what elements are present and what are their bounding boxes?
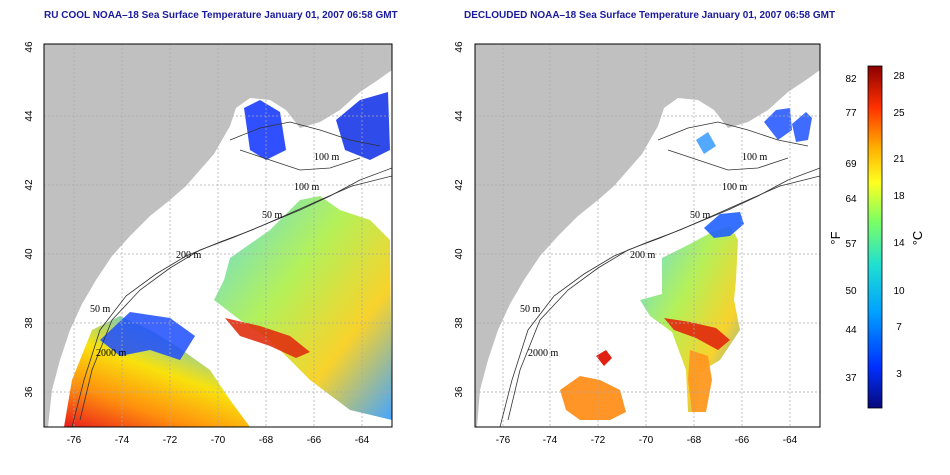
right-contour-label: 50 m [690,210,711,221]
celsius-tick: 7 [896,322,902,333]
right-contour-label: 100 m [722,182,748,193]
left-contour-label: 100 m [314,152,340,163]
right-contour-label: 200 m [630,250,656,261]
right-map-sss-red-front [664,318,730,350]
left-map-contour-labels: 100 m 100 m 50 m 200 m 50 m 2000 m [90,152,340,359]
left-map-y-axis: 36 38 40 42 44 46 [24,41,35,398]
left-map [44,44,392,427]
celsius-tick: 10 [893,286,905,297]
left-x-tick: -72 [163,435,178,446]
left-x-tick: -66 [307,435,322,446]
fahrenheit-tick: 57 [845,239,857,250]
celsius-tick: 25 [893,108,905,119]
right-x-tick: -76 [496,435,511,446]
colorbar-gradient [867,65,883,409]
right-map-sss-orange-sw [560,376,626,420]
right-map-isobaths [499,121,820,427]
celsius-tick: 21 [893,154,905,165]
right-x-tick: -64 [783,435,798,446]
right-map-y-axis: 36 38 40 42 44 46 [454,41,465,398]
left-map-sss-blue [244,100,286,160]
left-map-land [44,44,392,427]
right-contour-label: 50 m [520,304,541,315]
left-map-isobaths [71,121,392,427]
left-map-sss-red-front [225,318,310,358]
left-x-tick: -74 [115,435,130,446]
right-map-grid [475,44,820,427]
fahrenheit-unit-label: °F [828,231,843,244]
fahrenheit-tick: 77 [845,108,857,119]
right-x-tick: -70 [639,435,654,446]
fahrenheit-tick: 50 [845,286,857,297]
right-y-tick: 40 [454,248,465,260]
right-map-sss-blue-north [704,212,744,238]
right-y-tick: 38 [454,317,465,329]
left-y-tick: 40 [24,248,35,260]
left-y-tick: 36 [24,386,35,398]
right-map-land [475,44,820,427]
right-map-sss-patch-ne2 [792,112,812,142]
celsius-unit-label: °C [910,231,925,246]
right-x-tick: -74 [543,435,558,446]
right-y-tick: 44 [454,110,465,122]
left-contour-label: 50 m [262,210,283,221]
right-y-tick: 46 [454,41,465,53]
left-x-tick: -70 [211,435,226,446]
fahrenheit-tick: 64 [845,194,857,205]
left-x-tick: -68 [259,435,274,446]
fahrenheit-tick: 82 [845,74,857,85]
right-map-frame [474,43,821,428]
left-x-tick: -64 [355,435,370,446]
right-x-tick: -66 [735,435,750,446]
left-y-tick: 42 [24,179,35,191]
left-y-tick: 46 [24,41,35,53]
left-map-sss-plume [214,196,392,420]
right-x-tick: -68 [687,435,702,446]
celsius-tick: 3 [896,369,902,380]
fahrenheit-tick: 69 [845,159,857,170]
right-map-sss-plume [640,226,740,412]
left-map-sss-blue-south [100,312,195,360]
right-y-tick: 36 [454,386,465,398]
left-map-frame [43,43,393,428]
temperature-colorbar: 82 77 69 64 57 50 44 37 28 25 21 18 14 1… [828,65,925,409]
right-map-x-axis: -76 -74 -72 -70 -68 -66 -64 [496,435,798,446]
left-map-x-axis: -76 -74 -72 -70 -68 -66 -64 [67,435,370,446]
right-contour-label: 100 m [742,152,768,163]
right-y-tick: 42 [454,179,465,191]
celsius-tick: 18 [893,191,905,202]
celsius-tick: 14 [893,238,905,249]
right-map [475,44,820,427]
left-y-tick: 44 [24,110,35,122]
celsius-tick: 28 [893,71,905,82]
left-map-title: RU COOL NOAA–18 Sea Surface Temperature … [44,10,398,21]
left-map-grid [44,44,392,427]
left-contour-label: 50 m [90,304,111,315]
fahrenheit-tick: 44 [845,325,857,336]
right-x-tick: -72 [591,435,606,446]
right-map-contour-labels: 100 m 100 m 50 m 200 m 50 m 2000 m [520,152,768,359]
left-contour-label: 200 m [176,250,202,261]
left-map-sss-blue-east [336,92,390,160]
right-map-title: DECLOUDED NOAA–18 Sea Surface Temperatur… [464,10,836,21]
right-map-sss-patch-north [696,132,716,154]
left-contour-label: 100 m [294,182,320,193]
fahrenheit-tick: 37 [845,373,857,384]
left-contour-label: 2000 m [96,348,127,359]
right-contour-label: 2000 m [528,348,559,359]
right-map-sss-red-spot [596,350,612,366]
left-x-tick: -76 [67,435,82,446]
left-y-tick: 38 [24,317,35,329]
